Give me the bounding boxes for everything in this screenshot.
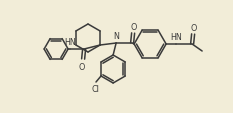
Text: O: O bbox=[191, 24, 197, 33]
Text: HN: HN bbox=[64, 37, 76, 46]
Text: Cl: Cl bbox=[91, 84, 99, 93]
Text: O: O bbox=[131, 23, 137, 32]
Text: O: O bbox=[79, 62, 85, 71]
Text: HN: HN bbox=[170, 32, 182, 41]
Text: N: N bbox=[113, 31, 119, 40]
